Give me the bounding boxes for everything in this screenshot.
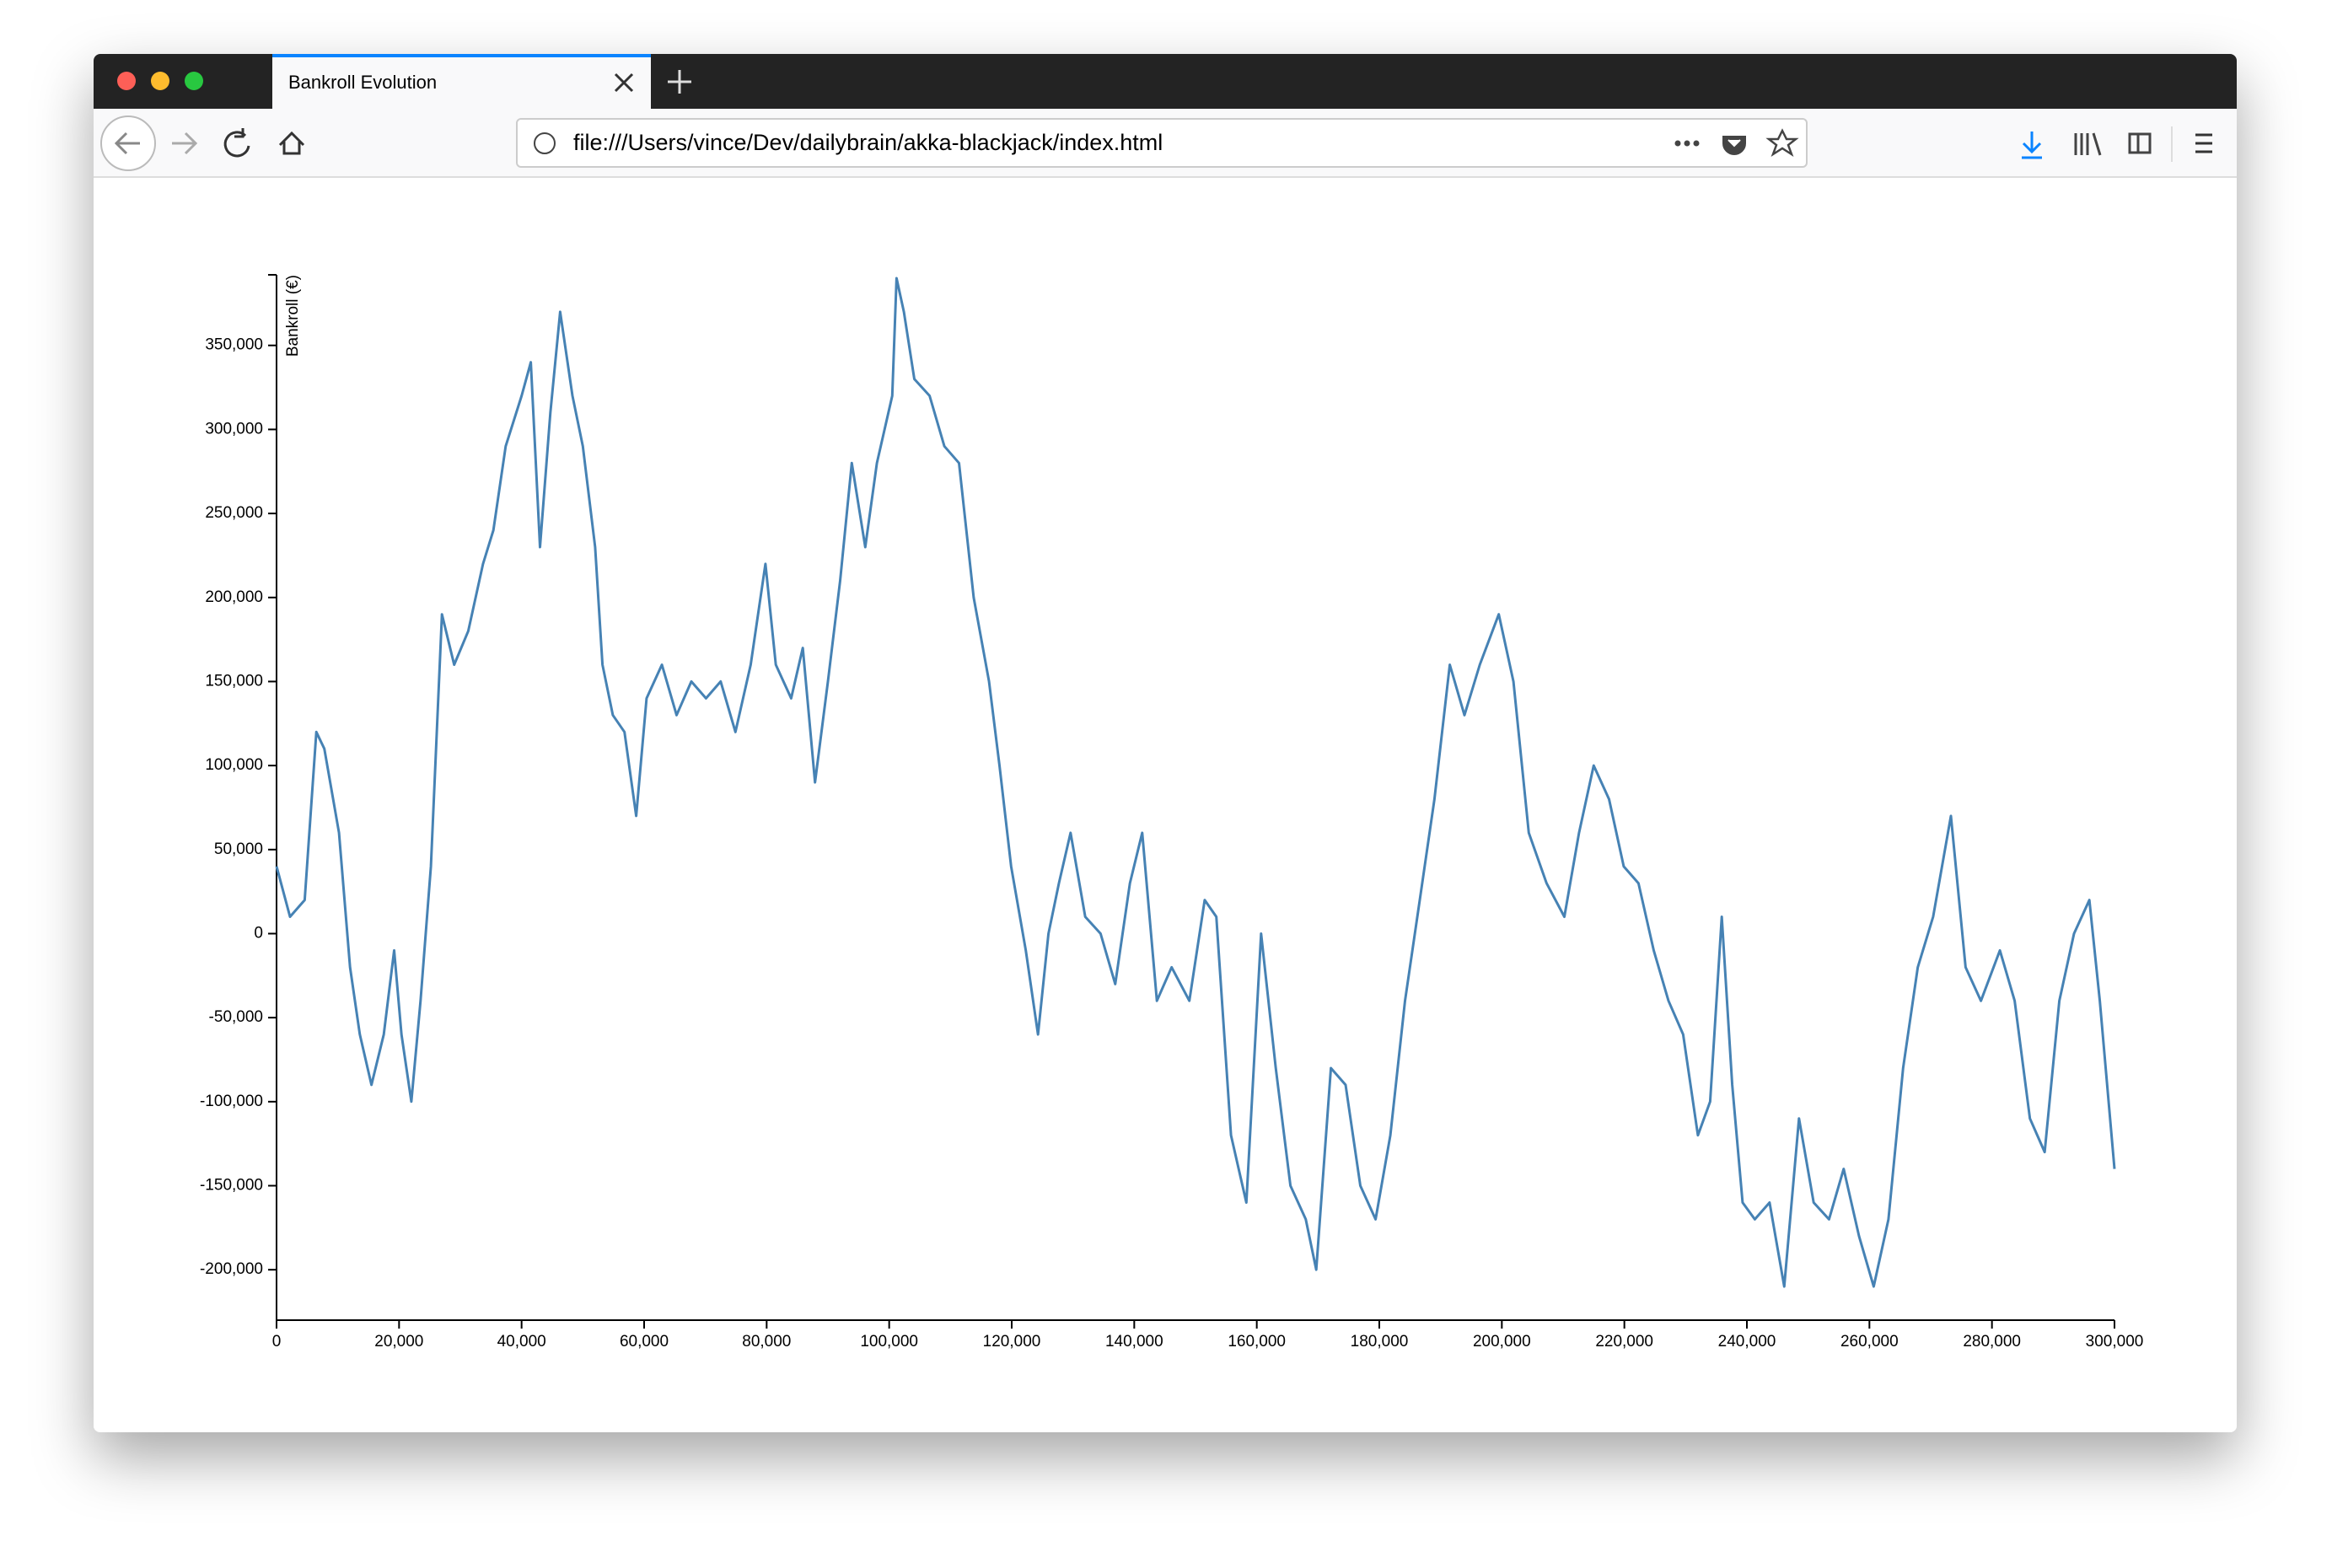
x-tick-label: 180,000 [1351, 1333, 1409, 1351]
y-tick-label: 0 [254, 924, 263, 942]
site-info[interactable] [534, 132, 556, 154]
page-actions[interactable] [1674, 140, 1700, 147]
url-bar[interactable] [516, 118, 1808, 168]
data-line [275, 277, 2116, 1288]
forward-button[interactable] [172, 132, 198, 155]
y-tick-label: 250,000 [205, 504, 263, 522]
x-tick-label: 300,000 [2086, 1333, 2144, 1351]
x-tick-label: 200,000 [1473, 1333, 1531, 1351]
y-tick-label: 100,000 [205, 756, 263, 774]
x-tick-label: 160,000 [1228, 1333, 1286, 1351]
reload-button[interactable] [223, 128, 250, 158]
x-tick-label: 40,000 [497, 1333, 546, 1351]
tab-title: Bankroll Evolution [288, 72, 437, 93]
x-tick-label: 240,000 [1718, 1333, 1776, 1351]
bookmark-button[interactable] [1765, 128, 1799, 158]
x-tick-label: 100,000 [860, 1333, 918, 1351]
x-tick-label: 20,000 [374, 1333, 423, 1351]
y-tick-label: 50,000 [214, 840, 263, 858]
home-button[interactable] [278, 131, 305, 155]
minimize-button[interactable] [151, 72, 169, 90]
y-tick-label: 300,000 [205, 420, 263, 438]
pocket-button[interactable] [1721, 134, 1748, 157]
sidebar-button[interactable] [2128, 132, 2152, 154]
y-tick-label: 350,000 [205, 336, 263, 354]
x-tick-label: 80,000 [742, 1333, 791, 1351]
x-tick-label: 280,000 [1963, 1333, 2021, 1351]
downloads-button[interactable] [2022, 132, 2042, 159]
y-tick-label: -200,000 [200, 1260, 263, 1278]
window [94, 54, 2237, 1432]
menu-button[interactable] [2195, 133, 2212, 153]
y-tick-label: 150,000 [205, 672, 263, 690]
tab-close[interactable] [614, 72, 634, 93]
tab[interactable] [272, 54, 651, 109]
back-icon [114, 132, 140, 155]
new-tab[interactable] [668, 70, 691, 94]
y-tick-label: -50,000 [209, 1008, 263, 1026]
y-axis-label: Bankroll (€) [284, 275, 302, 357]
x-tick-label: 120,000 [983, 1333, 1041, 1351]
y-tick-label: -100,000 [200, 1093, 263, 1110]
chart: -200,000 -150,000 -100,000 -50,000 0 50,000 10… [200, 274, 2144, 1351]
close-button[interactable] [117, 72, 136, 90]
y-tick-label: -150,000 [200, 1177, 263, 1195]
x-tick-label: 220,000 [1595, 1333, 1653, 1351]
library-button[interactable] [2074, 132, 2102, 156]
x-tick-label: 60,000 [620, 1333, 669, 1351]
tab-indicator [272, 54, 651, 57]
x-tick-label: 0 [272, 1333, 282, 1351]
zoom-button[interactable] [185, 72, 203, 90]
x-tick-label: 140,000 [1105, 1333, 1163, 1351]
y-tick-label: 200,000 [205, 588, 263, 606]
url-text: file:///Users/vince/Dev/dailybrain/akka-… [573, 130, 1163, 155]
x-tick-label: 260,000 [1840, 1333, 1899, 1351]
